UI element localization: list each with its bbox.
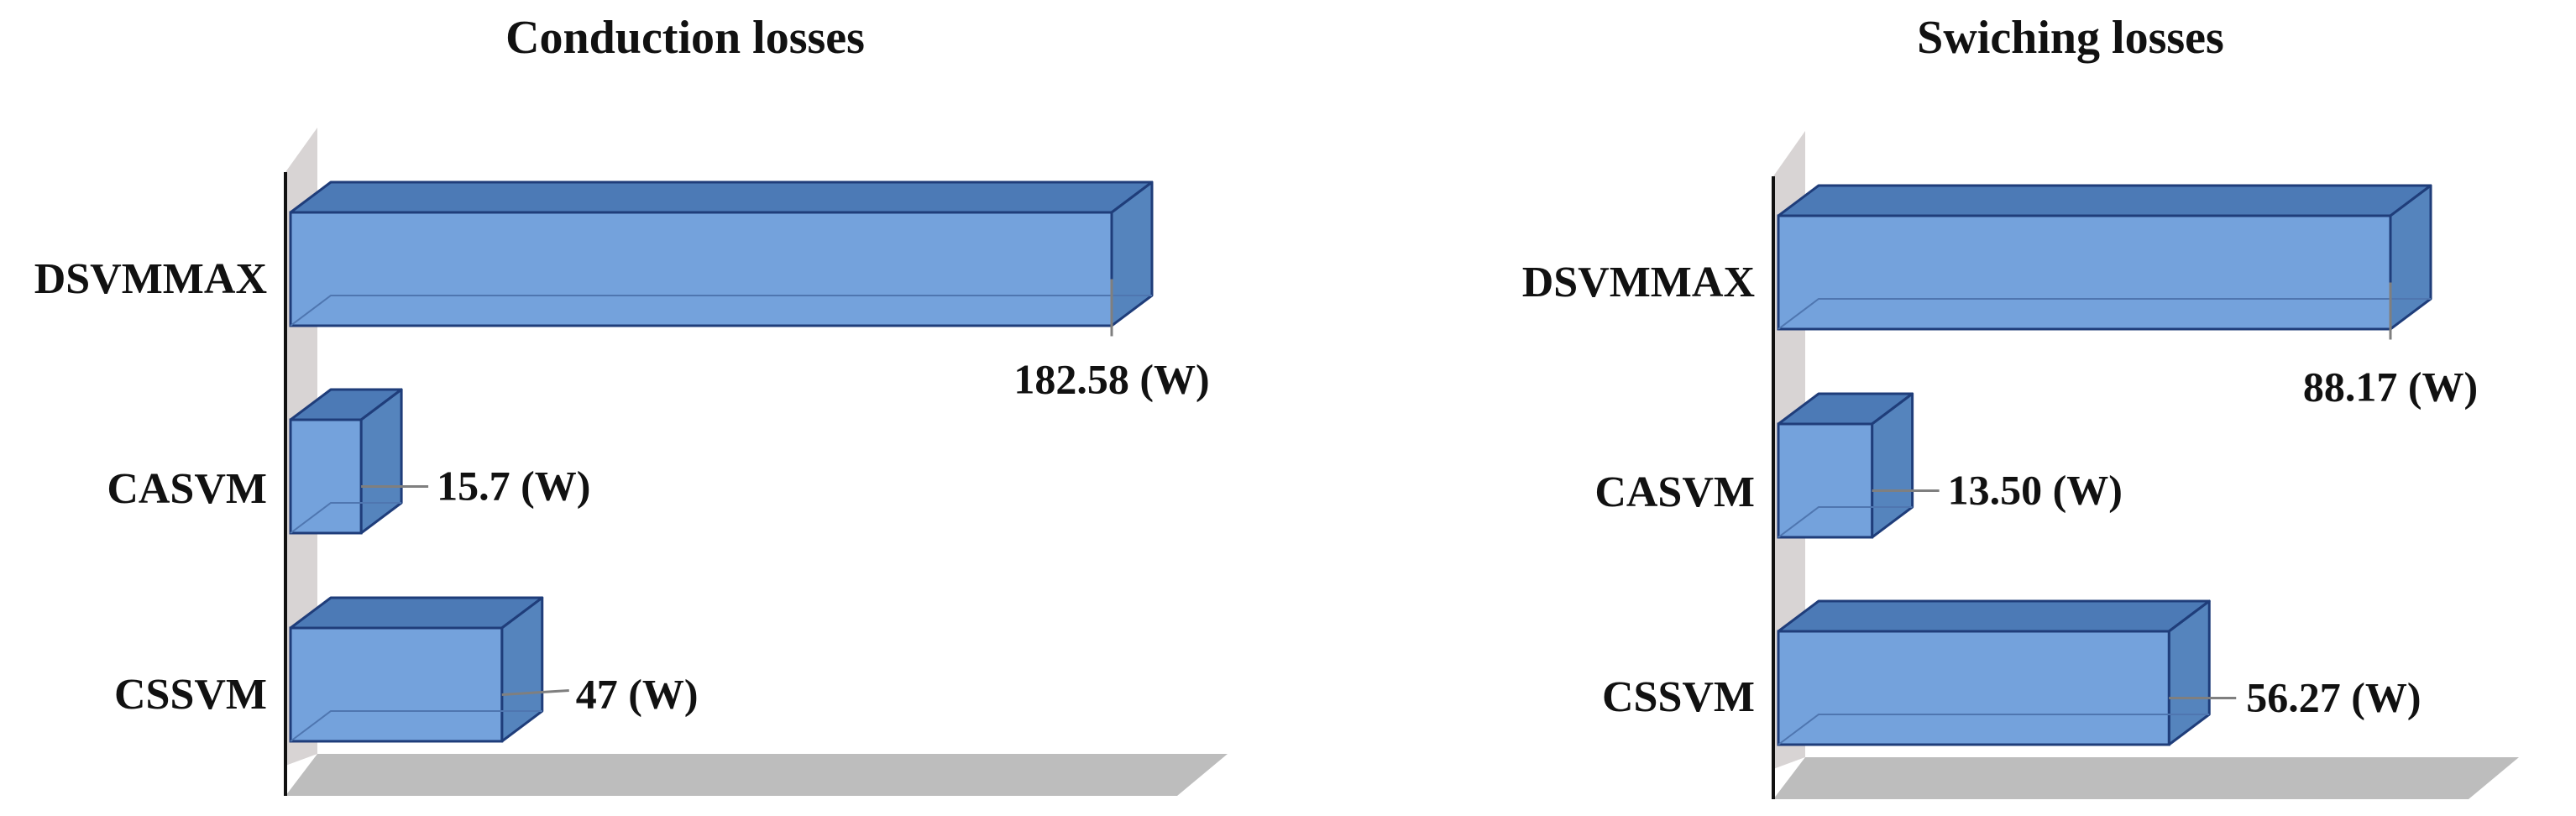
category-labels: DSVMMAX CASVM CSSVM <box>34 255 267 719</box>
data-label-casvm: 15.7 (W) <box>437 463 590 510</box>
data-label-cssvm: 47 (W) <box>576 671 699 718</box>
data-labels: 88.17 (W) 13.50 (W) 56.27 (W) <box>1872 282 2478 721</box>
bars <box>289 180 1154 743</box>
chart-title: Swiching losses <box>1917 12 2224 64</box>
data-label-dsvmmax: 88.17 (W) <box>2303 364 2478 411</box>
data-label-casvm: 13.50 (W) <box>1948 467 2123 514</box>
bar-depth-lines <box>290 710 542 742</box>
category-label-cssvm: CSSVM <box>1602 673 1755 721</box>
swiching-losses-chart: Swiching losses DSVMMAX CASVM CSSVM 88.1… <box>1522 12 2519 799</box>
bar-front-face <box>1777 422 1874 539</box>
data-label-cssvm: 56.27 (W) <box>2246 674 2421 721</box>
leader-line <box>501 689 569 696</box>
bar-top-face <box>1777 599 2211 633</box>
bar-front-face <box>1777 214 2392 331</box>
category-label-dsvmmax: DSVMMAX <box>34 255 267 303</box>
chart-title: Conduction losses <box>505 12 865 64</box>
bar-depth-lines <box>290 502 402 534</box>
bar-front-face <box>289 418 363 535</box>
data-label-dsvmmax: 182.58 (W) <box>1013 356 1209 403</box>
bar-top-face <box>1777 184 2432 217</box>
floor <box>285 754 1228 796</box>
category-label-casvm: CASVM <box>1594 468 1755 516</box>
bar-dsvmmax <box>289 180 1154 327</box>
bar-cssvm <box>1777 599 2211 746</box>
data-labels: 182.58 (W) 15.7 (W) 47 (W) <box>361 279 1210 718</box>
conduction-losses-chart: Conduction losses DSVMMAX CASVM CSSVM 18… <box>34 12 1228 796</box>
bar-front-face <box>289 211 1113 327</box>
bar-depth-lines <box>1778 506 1913 538</box>
category-label-casvm: CASVM <box>107 465 267 513</box>
bar-front-face <box>1777 630 2170 746</box>
bar-top-face <box>289 596 544 630</box>
bar-casvm <box>289 388 403 535</box>
bar-dsvmmax <box>1777 184 2432 331</box>
category-labels: DSVMMAX CASVM CSSVM <box>1522 259 1755 721</box>
bar-depth-lines <box>1778 714 2210 745</box>
bar-cssvm <box>289 596 544 743</box>
category-label-cssvm: CSSVM <box>114 671 267 719</box>
bar-depth-lines <box>1778 298 2431 330</box>
bar-front-face <box>289 626 504 743</box>
bar-top-face <box>289 180 1154 214</box>
category-label-dsvmmax: DSVMMAX <box>1522 259 1755 306</box>
bar-casvm <box>1777 392 1914 539</box>
bar-depth-lines <box>290 295 1152 327</box>
floor <box>1773 757 2519 799</box>
bars <box>1777 184 2432 746</box>
